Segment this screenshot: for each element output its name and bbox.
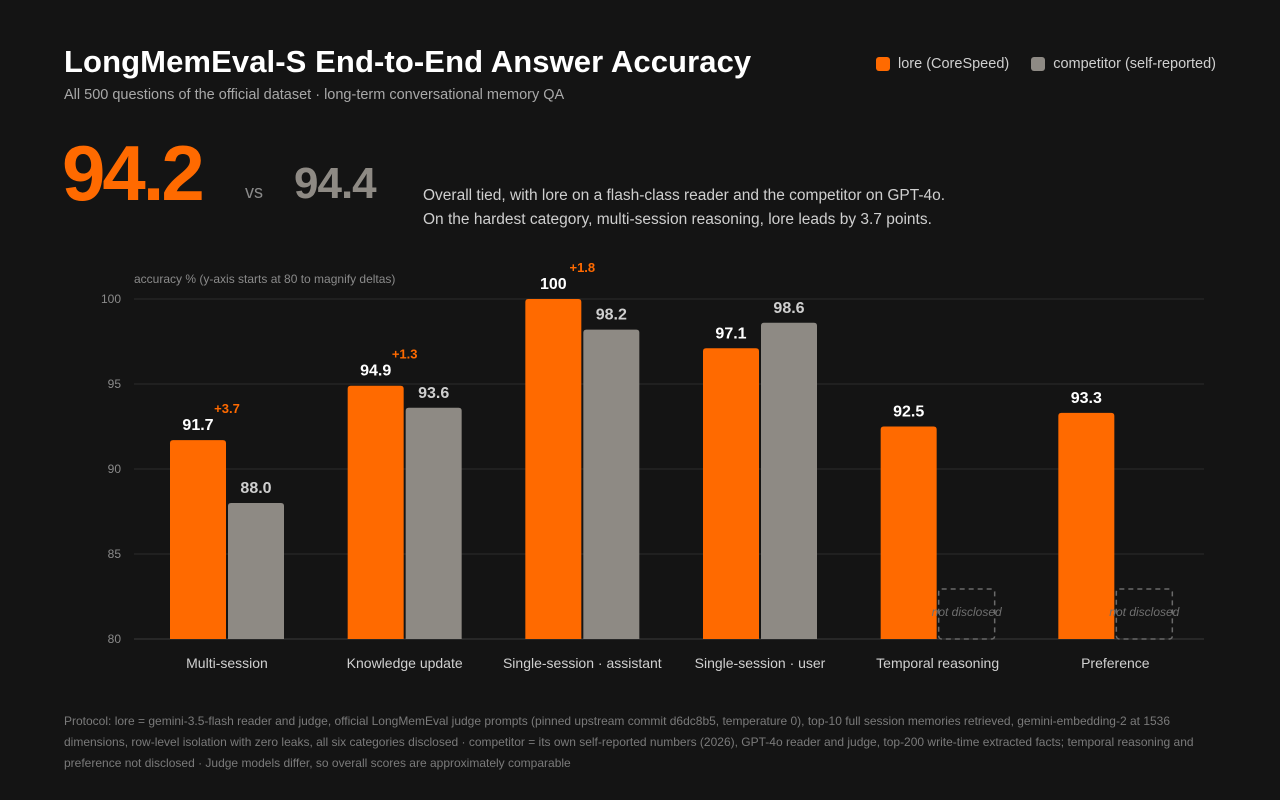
legend-swatch-competitor bbox=[1031, 57, 1046, 71]
delta-label: +1.8 bbox=[569, 260, 595, 275]
data-label-lore: 100 bbox=[540, 276, 567, 293]
y-axis-label: accuracy % (y-axis starts at 80 to magni… bbox=[134, 272, 395, 286]
protocol-footnote: Protocol: lore = gemini-3.5-flash reader… bbox=[64, 714, 1194, 770]
bar-lore bbox=[703, 348, 759, 639]
data-label-lore: 93.3 bbox=[1071, 390, 1102, 407]
bar-competitor bbox=[405, 407, 462, 639]
data-label-lore: 91.7 bbox=[182, 417, 213, 434]
summary-line-2: On the hardest category, multi-session r… bbox=[423, 211, 932, 228]
legend-item-competitor: competitor (self-reported) bbox=[1031, 56, 1216, 72]
bar-lore bbox=[1058, 412, 1115, 639]
bar-lore bbox=[525, 299, 582, 639]
not-disclosed-placeholder bbox=[937, 588, 996, 640]
legend-label-lore: lore (CoreSpeed) bbox=[897, 56, 1010, 72]
data-label-competitor: 98.2 bbox=[596, 307, 627, 324]
legend-item-lore: lore (CoreSpeed) bbox=[875, 56, 1010, 72]
data-label-competitor: 93.6 bbox=[418, 385, 449, 402]
legend: lore (CoreSpeed) competitor (self-report… bbox=[875, 56, 1216, 72]
delta-label: +3.7 bbox=[214, 401, 240, 416]
x-category-label: Preference bbox=[1081, 655, 1150, 671]
vs-label: vs bbox=[245, 182, 263, 202]
bar-chart: accuracy % (y-axis starts at 80 to magni… bbox=[101, 260, 1204, 671]
data-label-lore: 92.5 bbox=[893, 404, 924, 421]
x-category-label: Multi-session bbox=[186, 655, 268, 671]
legend-swatch-lore bbox=[875, 57, 890, 71]
not-disclosed-label: not disclosed bbox=[932, 605, 1002, 619]
x-category-label: Single-session · user bbox=[695, 655, 826, 671]
not-disclosed-placeholder bbox=[1115, 588, 1174, 640]
chart-title: LongMemEval-S End-to-End Answer Accuracy bbox=[64, 44, 752, 79]
delta-label: +1.3 bbox=[392, 347, 418, 362]
bar-lore bbox=[347, 385, 404, 639]
lore-overall-score: 94.2 bbox=[62, 129, 205, 217]
x-category-label: Temporal reasoning bbox=[876, 655, 999, 671]
bar-competitor bbox=[761, 322, 817, 639]
y-tick-label: 95 bbox=[108, 377, 122, 391]
y-tick-label: 80 bbox=[108, 632, 122, 646]
not-disclosed-label: not disclosed bbox=[1109, 605, 1179, 619]
x-category-label: Knowledge update bbox=[347, 655, 463, 671]
y-tick-label: 85 bbox=[108, 547, 122, 561]
summary-line-1: Overall tied, with lore on a flash-class… bbox=[423, 187, 946, 204]
bar-competitor bbox=[583, 329, 640, 639]
y-tick-label: 100 bbox=[101, 292, 121, 306]
data-label-competitor: 98.6 bbox=[773, 300, 804, 317]
y-tick-label: 90 bbox=[108, 462, 122, 476]
data-label-competitor: 88.0 bbox=[240, 480, 271, 497]
data-label-lore: 97.1 bbox=[715, 325, 746, 342]
legend-label-competitor: competitor (self-reported) bbox=[1053, 56, 1216, 72]
data-label-lore: 94.9 bbox=[360, 363, 391, 380]
competitor-overall-score: 94.4 bbox=[294, 159, 377, 208]
bar-lore bbox=[880, 426, 937, 639]
bar-competitor bbox=[228, 503, 284, 639]
bar-lore bbox=[170, 440, 226, 639]
summary-text: Overall tied, with lore on a flash-class… bbox=[423, 184, 945, 232]
x-category-label: Single-session · assistant bbox=[503, 655, 662, 671]
chart-subtitle: All 500 questions of the official datase… bbox=[64, 87, 565, 103]
